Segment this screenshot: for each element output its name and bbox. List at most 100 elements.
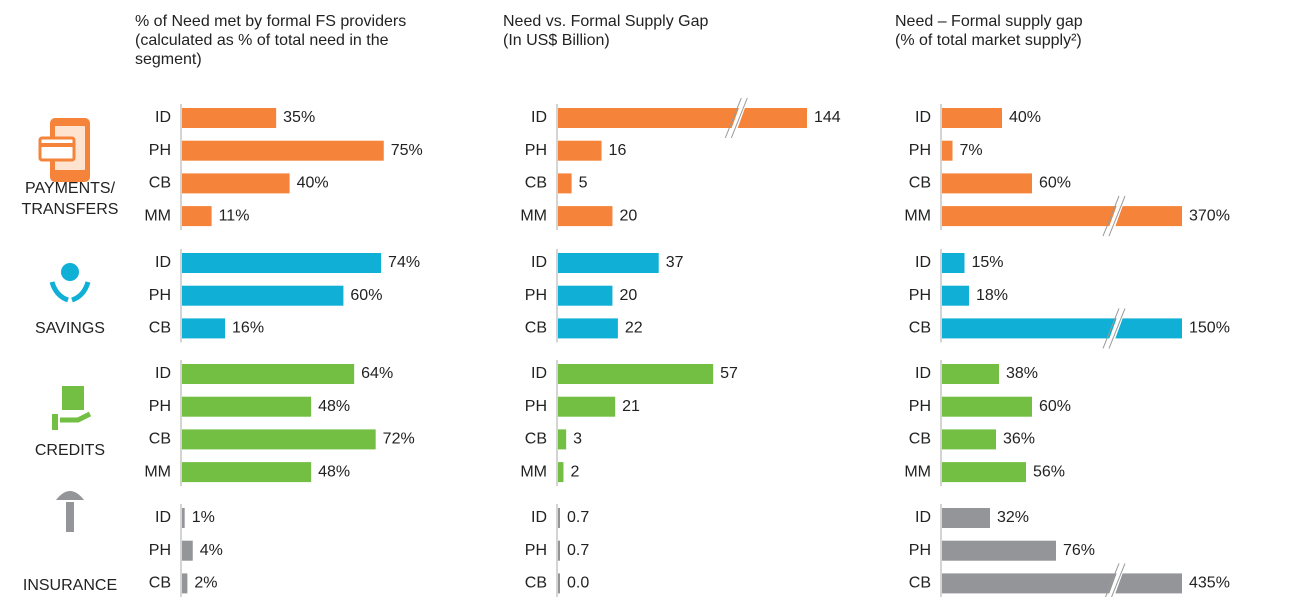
value-label: 2% <box>194 575 217 592</box>
category-label: PH <box>525 142 547 159</box>
value-label: 16% <box>232 320 264 337</box>
bar <box>558 140 602 161</box>
category-label: ID <box>155 365 171 382</box>
category-label: MM <box>144 463 171 480</box>
category-label: CB <box>909 175 931 192</box>
value-label: 4% <box>200 542 223 559</box>
savings-icon <box>49 263 91 303</box>
value-label: 370% <box>1189 207 1230 224</box>
bar <box>182 253 382 273</box>
panel-title: Need – Formal supply gap (% of total mark… <box>895 12 1235 50</box>
value-label: 56% <box>1033 463 1065 480</box>
bar <box>558 508 560 528</box>
axis-break <box>1102 195 1120 237</box>
bar <box>942 573 1182 594</box>
bar <box>182 508 185 528</box>
segment-label: INSURANCE <box>22 577 118 594</box>
axis-break <box>730 97 748 139</box>
bar <box>182 540 193 561</box>
segment-label: PAYMENTS/ TRANSFERS <box>21 180 119 218</box>
bar <box>558 318 618 339</box>
value-label: 36% <box>1003 431 1035 448</box>
category-label: CB <box>525 175 547 192</box>
value-label: 0.0 <box>567 575 589 592</box>
bar <box>942 540 1056 561</box>
value-label: 48% <box>318 463 350 480</box>
category-label: MM <box>144 207 171 224</box>
category-label: ID <box>155 509 171 526</box>
category-label: PH <box>909 398 931 415</box>
bar <box>182 108 277 128</box>
axis-break <box>1102 308 1120 349</box>
value-label: 11% <box>219 207 250 224</box>
value-label: 2 <box>570 463 579 480</box>
segment-label: SAVINGS <box>35 320 105 337</box>
title: % of Need met by formal FS providers <box>135 13 407 30</box>
bar <box>942 108 1002 128</box>
category-label: CB <box>525 320 547 337</box>
credits-icon <box>52 386 92 430</box>
category-label: MM <box>520 463 547 480</box>
bar <box>558 206 613 227</box>
bar <box>942 285 969 306</box>
category-label: PH <box>149 142 171 159</box>
value-label: 435% <box>1189 575 1230 592</box>
category-label: ID <box>155 109 171 126</box>
category-label: CB <box>525 575 547 592</box>
value-label: 48% <box>318 398 350 415</box>
category-label: CB <box>149 431 171 448</box>
bar <box>942 462 1026 483</box>
segment-label: CREDITS <box>34 442 106 459</box>
bar <box>942 396 1032 417</box>
category-label: CB <box>909 320 931 337</box>
bar <box>558 429 567 450</box>
insurance-icon <box>56 491 84 532</box>
value-label: 150% <box>1189 320 1230 337</box>
value-label: 5 <box>579 175 588 192</box>
bar <box>558 462 564 483</box>
bar <box>182 462 312 483</box>
panel-title: Need vs. Formal Supply Gap (In US$ Billio… <box>503 12 843 50</box>
value-label: 20 <box>619 207 637 224</box>
value-label: 21 <box>622 398 640 415</box>
category-label: ID <box>531 109 547 126</box>
bar <box>942 429 996 450</box>
category-label: CB <box>149 320 171 337</box>
value-label: 32% <box>997 509 1029 526</box>
category-label: MM <box>520 207 547 224</box>
subtitle: (calculated as % of total need in the se… <box>135 32 389 68</box>
value-label: 3 <box>573 431 582 448</box>
bar <box>942 318 1182 339</box>
bar <box>942 364 999 384</box>
value-label: 16 <box>609 142 627 159</box>
axis-break <box>1108 308 1126 349</box>
value-label: 15% <box>972 254 1004 271</box>
value-label: 76% <box>1063 542 1095 559</box>
value-label: 40% <box>1009 109 1041 126</box>
axis-break <box>724 97 742 139</box>
bar <box>182 173 290 194</box>
bar <box>942 206 1182 227</box>
value-label: 60% <box>1039 175 1071 192</box>
bar <box>182 364 355 384</box>
bar <box>182 318 226 339</box>
bar <box>558 253 659 273</box>
value-label: 20 <box>619 287 637 304</box>
subtitle: (% of total market supply²) <box>895 32 1082 49</box>
bar <box>182 140 384 161</box>
value-label: 74% <box>388 254 420 271</box>
bar <box>558 108 807 128</box>
value-label: 1% <box>192 509 215 526</box>
value-label: 40% <box>297 175 329 192</box>
category-label: ID <box>531 365 547 382</box>
subtitle: (In US$ Billion) <box>503 32 610 49</box>
bar <box>182 396 312 417</box>
value-label: 0.7 <box>567 509 589 526</box>
payments-icon <box>38 118 90 182</box>
value-label: 37 <box>666 254 684 271</box>
category-label: PH <box>149 542 171 559</box>
category-label: ID <box>531 509 547 526</box>
value-label: 75% <box>391 142 423 159</box>
bar <box>558 173 572 194</box>
